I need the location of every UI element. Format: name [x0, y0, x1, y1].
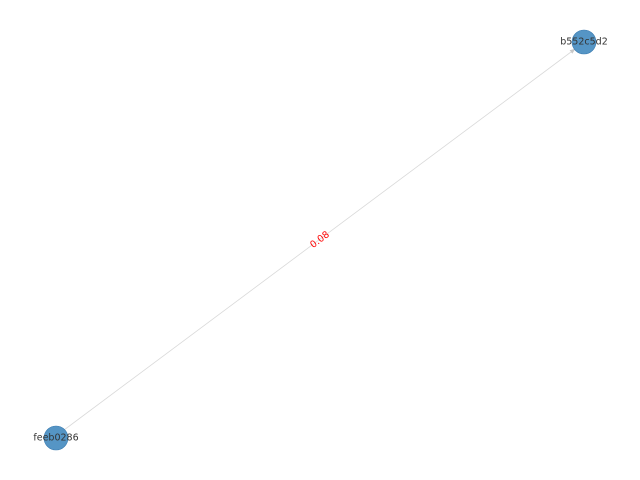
node-circle[interactable]	[43, 425, 69, 451]
node-b552c5d2[interactable]: b552c5d2	[560, 29, 608, 55]
edges-layer: 0.08	[59, 48, 576, 434]
nodes-layer: b552c5d2 feeb0286	[33, 29, 608, 451]
node-label: feeb0286	[33, 433, 78, 444]
node-label: b552c5d2	[560, 37, 608, 48]
node-circle[interactable]	[571, 29, 597, 55]
edge-weight-label: 0.08	[308, 229, 332, 250]
edge-feeb0286-to-b552c5d2	[59, 48, 576, 434]
node-feeb0286[interactable]: feeb0286	[33, 425, 79, 451]
